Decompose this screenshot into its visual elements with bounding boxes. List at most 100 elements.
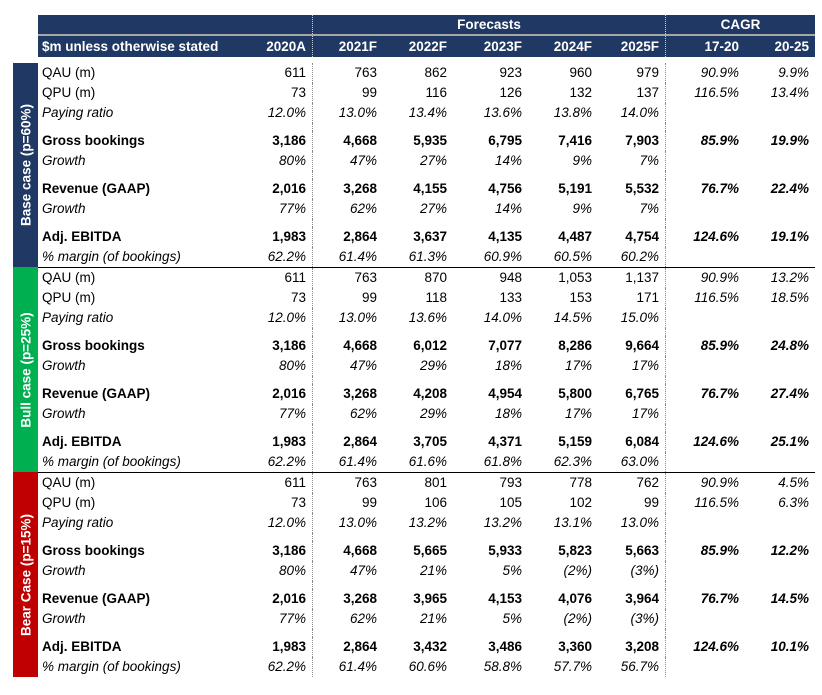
value-cell: 13.6%	[408, 310, 447, 325]
value-cell: 13.0%	[312, 103, 383, 123]
spacer-cell	[453, 581, 528, 589]
value-cell: 862	[424, 65, 447, 80]
table-row: QPU (m) 73 99 116 126 132 137 116.5% 13.4%	[38, 83, 815, 103]
row-label: Growth	[42, 201, 86, 216]
value-cell: 2,864	[312, 227, 383, 247]
value-cell: 6,795	[488, 133, 522, 148]
spacer-cell	[745, 219, 815, 227]
value-cell: 12.0%	[267, 105, 306, 120]
value-cell: 1,983	[272, 229, 306, 244]
value-cell: 4,954	[488, 386, 522, 401]
spacer-cell	[238, 424, 312, 432]
row-label: Gross bookings	[42, 133, 145, 148]
value-cell: 9%	[572, 153, 592, 168]
value-cell: 3,486	[488, 639, 522, 654]
value-cell: 3,637	[413, 229, 447, 244]
table-row: Adj. EBITDA 1,983 2,864 3,432 3,486 3,360 3,20…	[38, 637, 815, 657]
value-cell: 7,416	[558, 133, 592, 148]
value-cell: 17%	[564, 358, 592, 373]
value-cell: 61.4%	[312, 657, 383, 677]
value-cell: 60.9%	[483, 249, 522, 264]
header-group-row: Forecasts CAGR	[38, 15, 815, 34]
value-cell	[665, 308, 745, 328]
value-cell: 13.0%	[620, 515, 659, 530]
value-cell: 12.0%	[267, 515, 306, 530]
value-cell: 14.0%	[620, 105, 659, 120]
spacer-cell	[383, 219, 453, 227]
value-cell: 4,155	[413, 181, 447, 196]
value-cell: 13.0%	[312, 308, 383, 328]
value-cell	[665, 103, 745, 123]
spacer-cell	[453, 219, 528, 227]
value-cell: 14%	[494, 153, 522, 168]
spacer-cell	[383, 533, 453, 541]
value-cell: 9,664	[625, 338, 659, 353]
value-cell: 5,800	[558, 386, 592, 401]
value-cell: 77%	[278, 611, 306, 626]
row-spacer	[38, 328, 815, 336]
table-row: Paying ratio 12.0% 13.0% 13.2% 13.2% 13.1% 13.…	[38, 513, 815, 533]
spacer-cell	[38, 328, 238, 336]
row-label: Gross bookings	[42, 543, 145, 558]
value-cell	[745, 513, 815, 533]
value-cell	[745, 404, 815, 424]
value-cell: 90.9%	[665, 473, 745, 493]
value-cell: 3,268	[312, 179, 383, 199]
table-row: % margin (of bookings) 62.2% 61.4% 61.6% 61.…	[38, 452, 815, 472]
spacer-cell	[665, 123, 745, 131]
scenario-rows: QAU (m) 611 763 862 923 960 979 90.9% 9.9% QPU (m…	[38, 63, 815, 267]
row-label: Growth	[42, 406, 86, 421]
column-header-2024f: 2024F	[553, 39, 592, 54]
value-cell: 133	[499, 290, 522, 305]
value-cell: 62.2%	[267, 659, 306, 674]
spacer-cell	[238, 376, 312, 384]
value-cell: 85.9%	[665, 336, 745, 356]
value-cell: 5,665	[413, 543, 447, 558]
spacer-cell	[238, 171, 312, 179]
value-cell: 763	[312, 63, 383, 83]
value-cell	[665, 151, 745, 171]
value-cell: 76.7%	[665, 589, 745, 609]
value-cell: 13.4%	[408, 105, 447, 120]
spacer-cell	[312, 219, 383, 227]
value-cell: 18.5%	[770, 290, 809, 305]
value-cell: 14%	[494, 201, 522, 216]
table-row: QAU (m) 611 763 862 923 960 979 90.9% 9.9%	[38, 63, 815, 83]
value-cell: 13.2%	[483, 515, 522, 530]
table-row: Adj. EBITDA 1,983 2,864 3,637 4,135 4,487 4,75…	[38, 227, 815, 247]
value-cell: 4,754	[625, 229, 659, 244]
value-cell: 13.1%	[553, 515, 592, 530]
spacer-cell	[38, 219, 238, 227]
spacer-cell	[745, 123, 815, 131]
value-cell: 4,668	[312, 131, 383, 151]
spacer-cell	[238, 629, 312, 637]
value-cell: 5,935	[413, 133, 447, 148]
value-cell: 85.9%	[665, 541, 745, 561]
scenario-rows: QAU (m) 611 763 870 948 1,053 1,137 90.9% 13.2% Q…	[38, 267, 815, 472]
value-cell: 4,135	[488, 229, 522, 244]
spacer-cell	[745, 171, 815, 179]
table-row: QPU (m) 73 99 106 105 102 99 116.5% 6.3%	[38, 493, 815, 513]
table-row: Growth 80% 47% 29% 18% 17% 17%	[38, 356, 815, 376]
row-spacer	[38, 424, 815, 432]
value-cell: 17%	[631, 406, 659, 421]
spacer-cell	[38, 123, 238, 131]
value-cell: 61.3%	[408, 249, 447, 264]
value-cell	[665, 609, 745, 629]
value-cell: 99	[312, 288, 383, 308]
spacer-cell	[453, 424, 528, 432]
spacer-cell	[312, 171, 383, 179]
spacer-cell	[528, 328, 598, 336]
value-cell: 1,053	[558, 270, 592, 285]
value-cell: 61.4%	[312, 452, 383, 472]
spacer-cell	[238, 219, 312, 227]
header-blank-cell	[38, 15, 312, 34]
table-row: Growth 77% 62% 29% 18% 17% 17%	[38, 404, 815, 424]
value-cell: 118	[425, 290, 447, 305]
value-cell: 73	[290, 290, 306, 305]
value-cell: 4,756	[488, 181, 522, 196]
spacer-cell	[745, 581, 815, 589]
spacer-cell	[312, 376, 383, 384]
spacer-cell	[598, 219, 665, 227]
value-cell: 73	[290, 85, 306, 100]
